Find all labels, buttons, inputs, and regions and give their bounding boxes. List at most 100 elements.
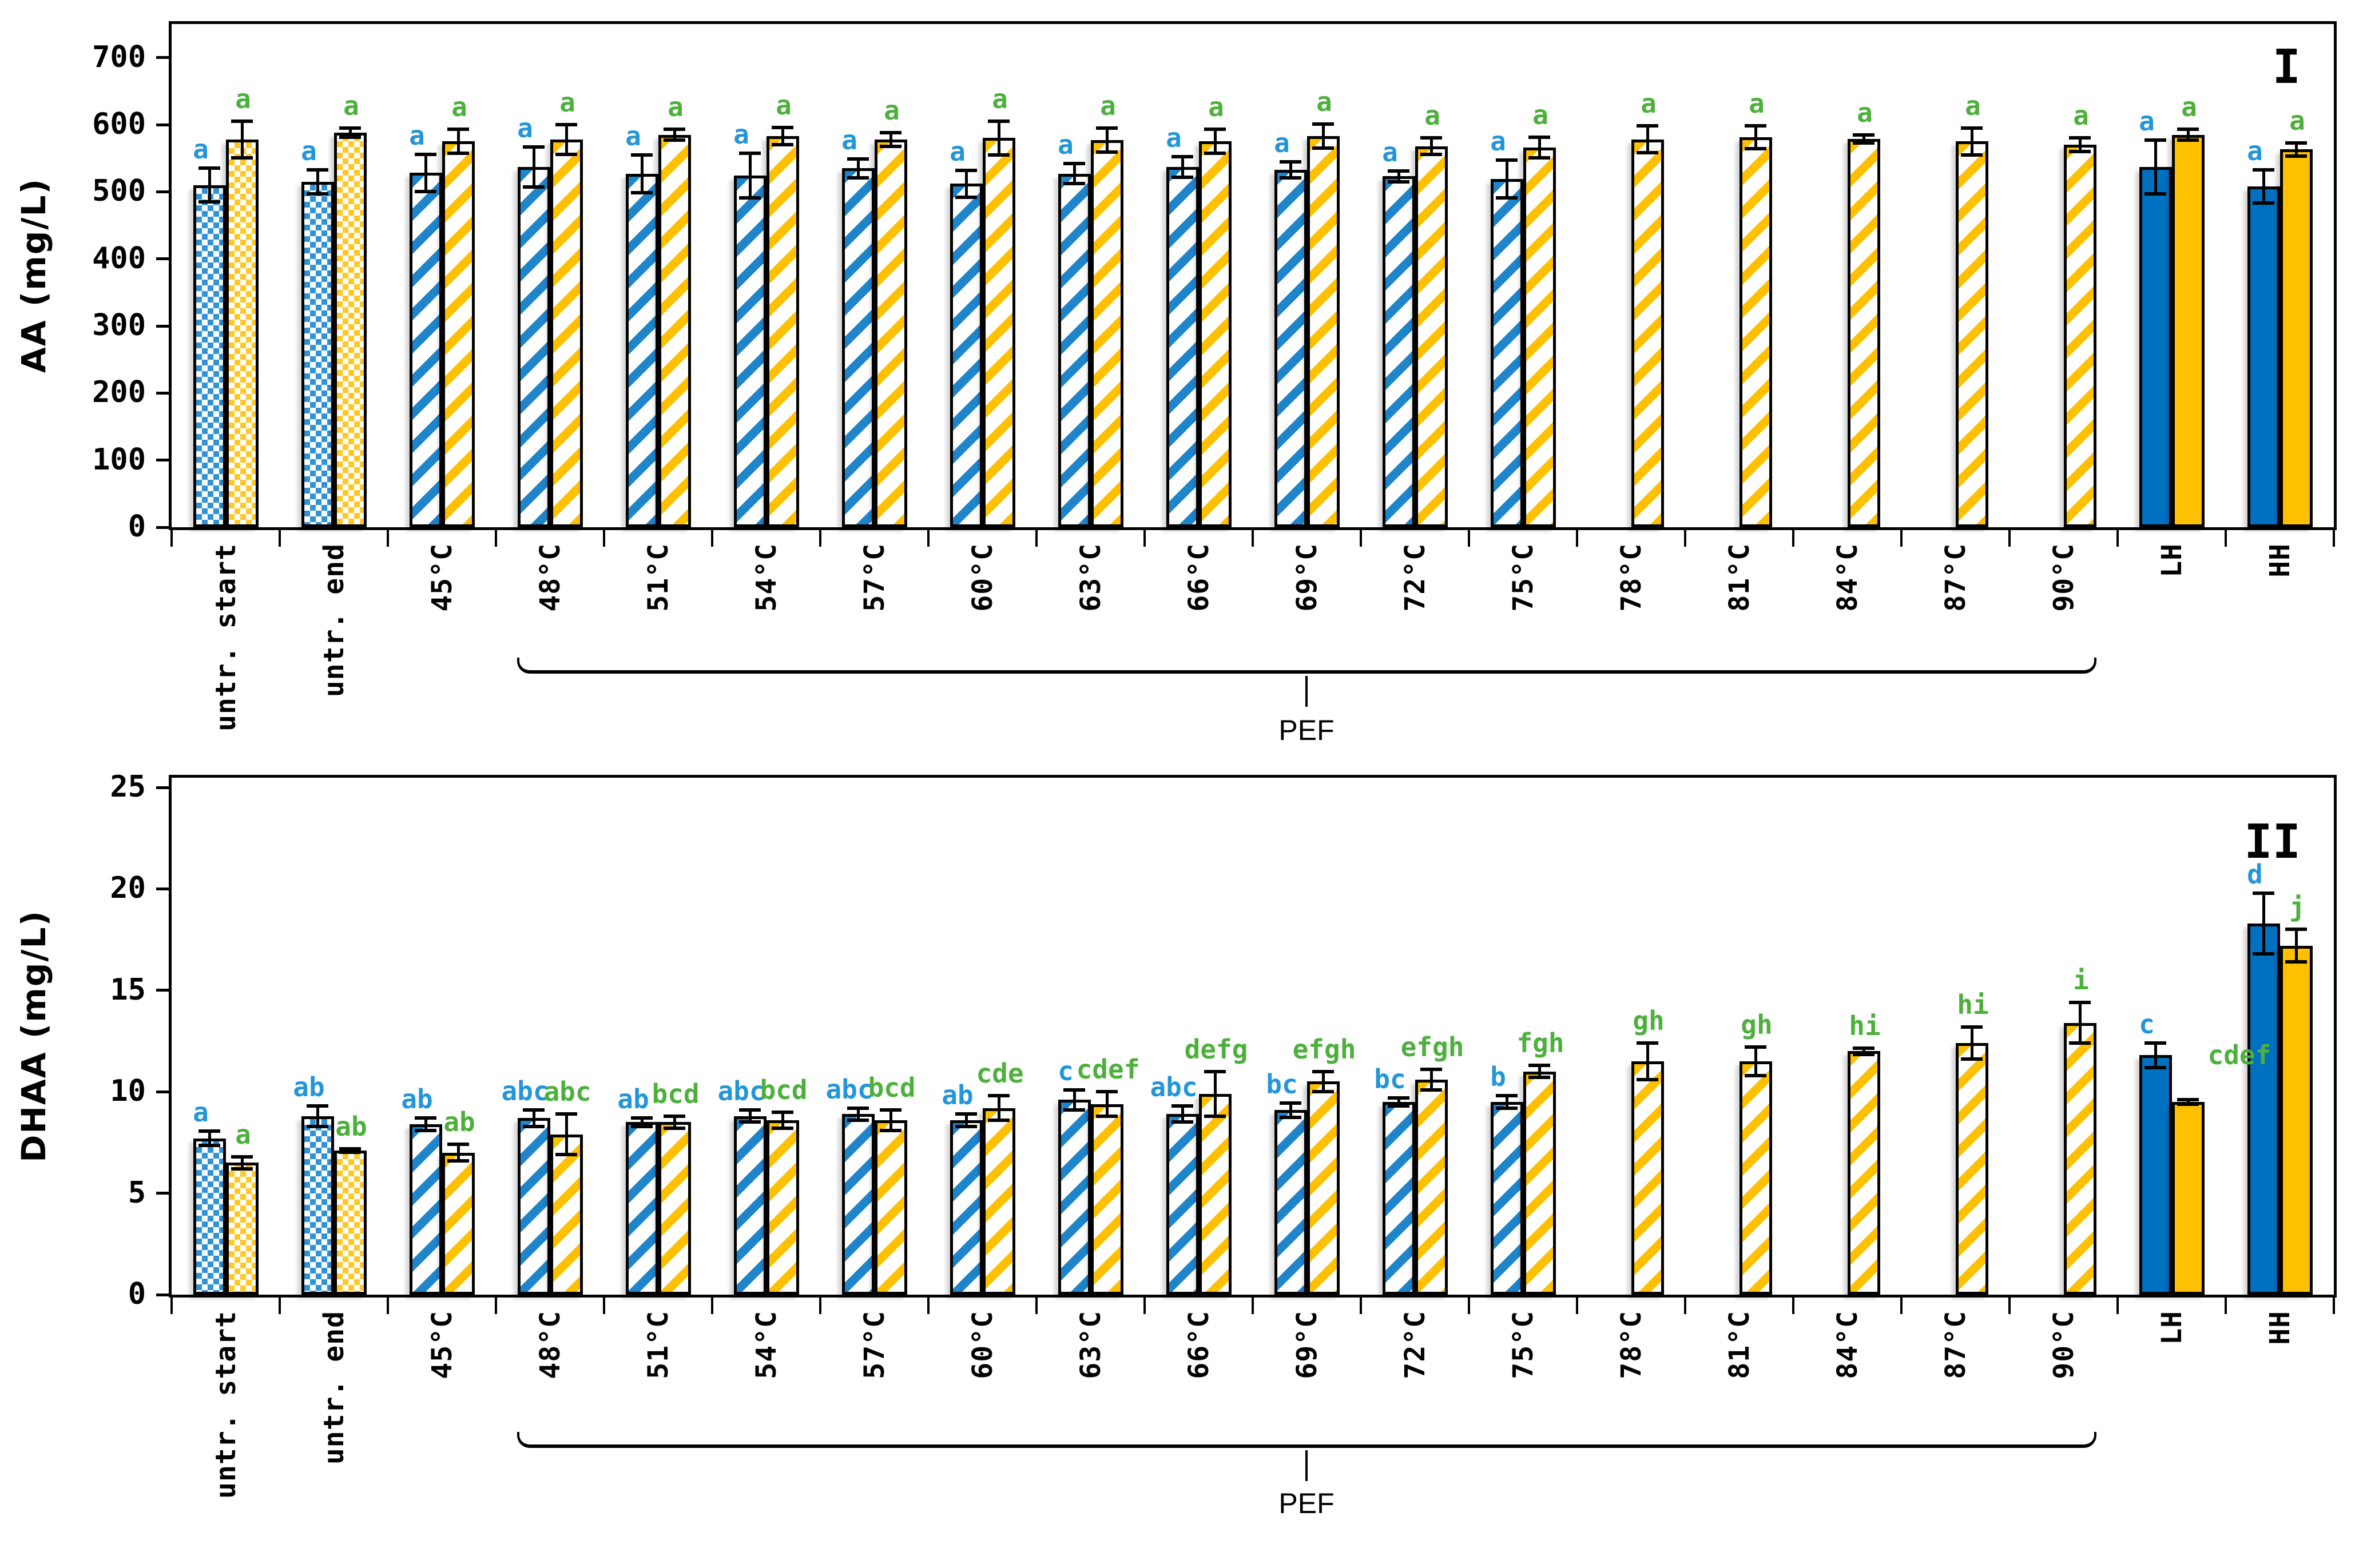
error-bar-line — [673, 129, 676, 140]
significance-letter: fgh — [1516, 1028, 1564, 1059]
significance-letter: a — [1208, 91, 1224, 123]
error-bar-cap-top — [955, 168, 977, 172]
bar — [1631, 1061, 1664, 1295]
y-axis-tick — [156, 459, 170, 462]
error-bar-line — [748, 153, 752, 198]
significance-letter: a — [625, 120, 641, 152]
error-bar-cap-top — [880, 1108, 902, 1112]
error-bar-cap-top — [739, 1108, 761, 1112]
error-bar-cap-bottom — [1096, 150, 1118, 154]
significance-letter: a — [1490, 126, 1506, 157]
error-bar-cap-top — [955, 1112, 977, 1116]
error-bar-line — [856, 158, 860, 178]
x-tick-label: 63°C — [1074, 543, 1107, 612]
x-tick-label: 84°C — [1831, 1311, 1864, 1379]
y-tick-label: 400 — [92, 241, 146, 276]
error-bar-line — [348, 128, 352, 138]
error-bar-cap-bottom — [447, 152, 469, 156]
error-bar-cap-top — [1204, 128, 1226, 132]
error-bar-cap-top — [2069, 1001, 2091, 1005]
error-bar-cap-top — [2177, 1097, 2199, 1101]
bar — [225, 139, 259, 527]
error-bar-cap-top — [1280, 160, 1301, 164]
bar — [442, 1152, 475, 1295]
bar — [2247, 923, 2280, 1295]
bar — [2247, 186, 2280, 527]
significance-letter: j — [2289, 892, 2305, 923]
significance-letter: a — [343, 90, 359, 121]
error-bar-cap-bottom — [1853, 141, 1875, 145]
significance-letter: a — [301, 135, 317, 166]
significance-letter: gh — [1741, 1009, 1773, 1041]
x-axis-tick — [1360, 1295, 1362, 1314]
error-bar-line — [2294, 929, 2298, 962]
error-bar-cap-bottom — [1745, 1073, 1766, 1077]
error-bar-cap-top — [1096, 1090, 1118, 1094]
y-axis-tick — [156, 123, 170, 126]
significance-letter: b — [1490, 1061, 1506, 1093]
x-tick-label: 90°C — [2047, 1311, 2080, 1379]
error-bar-cap-top — [415, 152, 436, 156]
x-axis-tick — [1035, 1295, 1038, 1314]
x-tick-label: 81°C — [1723, 1311, 1756, 1379]
bar — [550, 139, 583, 527]
error-bar-cap-top — [664, 1114, 685, 1118]
x-tick-label: untr. end — [317, 1311, 350, 1465]
significance-letter: a — [1424, 100, 1440, 132]
error-bar-line — [964, 1114, 968, 1127]
error-bar-cap-bottom — [2253, 952, 2274, 956]
error-bar-line — [532, 146, 535, 188]
error-bar-cap-bottom — [631, 1124, 653, 1128]
error-bar-line — [1105, 128, 1109, 153]
bar — [1739, 137, 1772, 527]
error-bar-cap-bottom — [339, 1150, 361, 1154]
error-bar-cap-top — [307, 168, 328, 172]
significance-letter: efgh — [1292, 1033, 1356, 1065]
error-bar-line — [208, 1131, 211, 1146]
error-bar-line — [2186, 129, 2190, 140]
x-axis-tick — [170, 1295, 173, 1314]
error-bar-line — [456, 1144, 460, 1161]
error-bar-cap-top — [631, 153, 653, 157]
bar — [409, 1124, 442, 1295]
significance-letter: hi — [1849, 1010, 1881, 1041]
x-tick-label: 69°C — [1290, 543, 1323, 612]
significance-letter: cdef — [1076, 1054, 1140, 1085]
bar — [1490, 179, 1523, 527]
bar — [1166, 166, 1199, 527]
bar — [733, 176, 767, 527]
error-bar-cap-top — [1853, 133, 1875, 137]
error-bar-cap-top — [447, 1143, 469, 1147]
panel-label-2: II — [2244, 815, 2301, 869]
significance-letter: a — [1532, 100, 1548, 131]
error-bar-line — [1073, 164, 1076, 184]
error-bar-cap-top — [2177, 128, 2199, 132]
error-bar-cap-bottom — [1171, 1120, 1193, 1124]
error-bar-cap-top — [988, 120, 1010, 124]
bar — [1058, 1100, 1091, 1295]
error-bar-cap-bottom — [198, 200, 220, 204]
error-bar-cap-top — [1637, 124, 1658, 128]
error-bar-cap-bottom — [1204, 1114, 1226, 1118]
error-bar-cap-top — [847, 1106, 869, 1110]
significance-letter: a — [2139, 106, 2155, 137]
error-bar-line — [889, 1110, 892, 1131]
error-bar-cap-bottom — [231, 156, 253, 160]
y-tick-label: 15 — [110, 972, 146, 1007]
x-axis-tick — [603, 1295, 605, 1314]
plot-content-panel-2: 0 5 10 15 20 25 untr. start untr. end 45°C 48°C 51… — [110, 770, 2335, 1499]
error-bar-cap-top — [447, 128, 469, 132]
significance-letter: a — [451, 91, 467, 123]
bar — [1490, 1101, 1523, 1295]
error-bar-cap-top — [198, 166, 220, 170]
error-bar-line — [2078, 138, 2082, 152]
bar — [950, 1120, 983, 1295]
bar — [2139, 1055, 2172, 1295]
y-axis-tick — [156, 526, 170, 529]
x-axis-tick — [279, 527, 281, 547]
bar — [733, 1116, 767, 1295]
x-tick-label: 78°C — [1615, 543, 1647, 612]
x-tick-label: 81°C — [1723, 543, 1756, 612]
bar — [982, 1108, 1015, 1295]
error-bar-cap-top — [664, 128, 685, 132]
